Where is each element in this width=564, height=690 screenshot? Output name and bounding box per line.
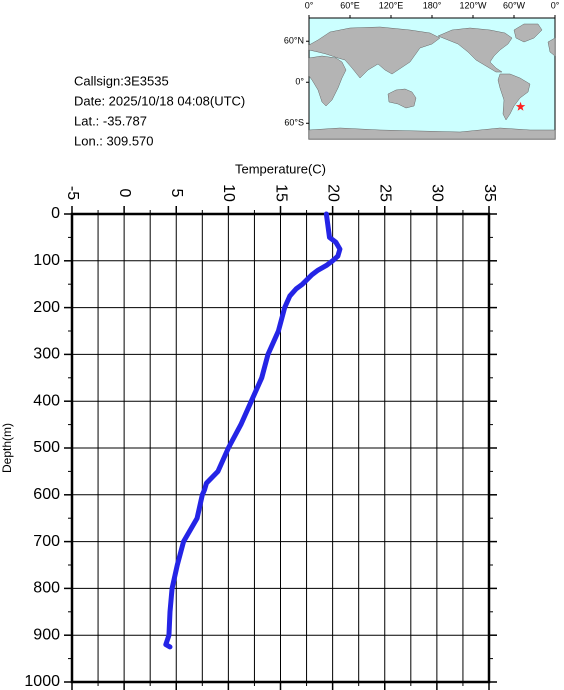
x-tick-label: -5 xyxy=(64,186,81,200)
map-x-label: 0° xyxy=(305,0,314,10)
x-tick-label: 15 xyxy=(272,184,289,202)
y-tick-label: 300 xyxy=(33,346,60,363)
profile-line xyxy=(163,211,343,650)
x-tick-label: 0 xyxy=(116,189,133,198)
land xyxy=(437,27,513,73)
y-axis-title: Depth(m) xyxy=(0,423,14,473)
info-text: Lat.: -35.787 xyxy=(74,113,147,128)
map-x-label: 120°W xyxy=(459,0,487,10)
land xyxy=(308,55,347,107)
x-tick-label: 30 xyxy=(429,184,446,202)
map: 0° 60°E 120°E 180° 120°W 60°W 0° 60°N 0° 60°S xyxy=(284,0,560,140)
land xyxy=(308,26,441,79)
info-text: Callsign:3E3535 xyxy=(74,73,169,88)
x-tick-label: 35 xyxy=(481,184,498,202)
y-tick-label: 400 xyxy=(33,392,60,409)
land xyxy=(387,88,417,109)
info-text: Date: 2025/10/18 04:08(UTC) xyxy=(74,93,245,108)
map-x-label: 120°E xyxy=(379,0,404,10)
map-y-label: 0° xyxy=(295,77,304,87)
x-tick-label: 25 xyxy=(377,184,394,202)
x-tick-label: 5 xyxy=(168,189,185,198)
info-text: Lon.: 309.570 xyxy=(74,133,154,148)
y-tick-label: 100 xyxy=(33,252,60,269)
y-tick-label: 800 xyxy=(33,580,60,597)
land xyxy=(513,23,543,43)
plot-frame xyxy=(70,212,491,684)
map-x-label: 60°E xyxy=(340,0,360,10)
y-tick-label: 700 xyxy=(33,533,60,550)
x-tick-label: 10 xyxy=(220,184,237,202)
location-star xyxy=(515,101,526,111)
land xyxy=(547,37,556,57)
map-y-label: 60°N xyxy=(284,36,304,46)
x-axis-title: Temperature(C) xyxy=(235,161,326,176)
land xyxy=(497,73,531,121)
land xyxy=(308,127,556,140)
y-tick-label: 900 xyxy=(33,626,60,643)
map-x-label: 180° xyxy=(423,0,442,10)
y-tick-label: 200 xyxy=(33,299,60,316)
map-x-label: 0° xyxy=(551,0,560,10)
x-tick-label: 20 xyxy=(324,184,341,202)
y-tick-label: 500 xyxy=(33,439,60,456)
map-y-label: 60°S xyxy=(284,118,304,128)
map-x-label: 60°W xyxy=(503,0,526,10)
y-tick-label: 600 xyxy=(33,486,60,503)
y-tick-label: 1000 xyxy=(24,673,60,690)
y-tick-label: 0 xyxy=(51,205,60,222)
